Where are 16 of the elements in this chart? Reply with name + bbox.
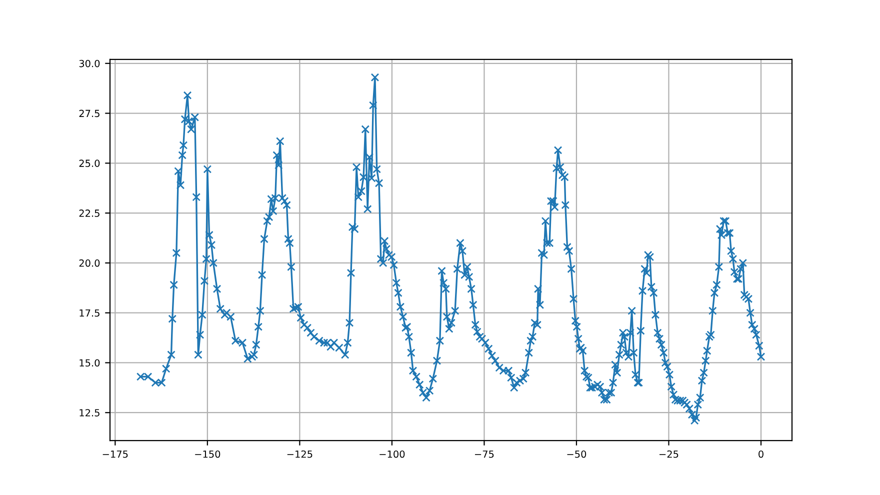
y-tick-label: 22.5 xyxy=(79,210,100,217)
x-tick-label: −125 xyxy=(287,450,312,458)
y-tick-label: 25.0 xyxy=(79,160,100,167)
x-tick-label: −150 xyxy=(195,450,220,458)
x-tick-label: −75 xyxy=(474,450,494,458)
x-tick-label: −100 xyxy=(380,450,405,458)
y-tick-label: 30.0 xyxy=(79,60,100,68)
y-tick-label: 15.0 xyxy=(80,359,100,367)
x-tick-label: −50 xyxy=(567,450,586,458)
x-tick-label: −25 xyxy=(660,450,678,458)
y-tick-label: 27.5 xyxy=(79,110,100,118)
y-tick-label: 17.5 xyxy=(80,309,100,317)
y-tick-label: 12.5 xyxy=(80,409,100,416)
y-tick-label: 20.0 xyxy=(79,259,100,267)
x-tick-label: −175 xyxy=(102,450,128,458)
x-tick-label: 0 xyxy=(758,450,764,458)
